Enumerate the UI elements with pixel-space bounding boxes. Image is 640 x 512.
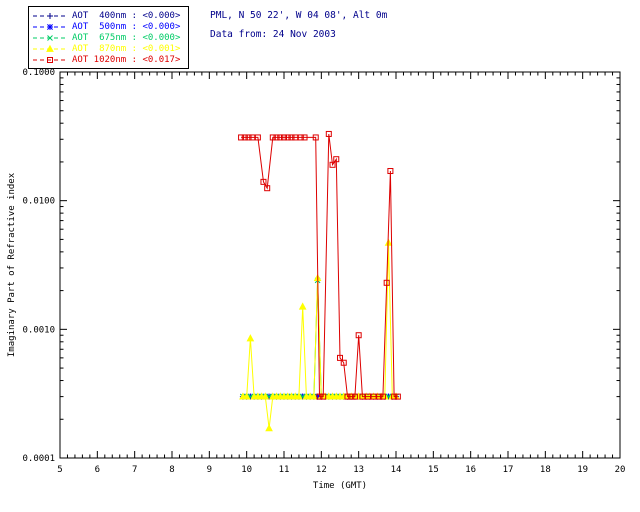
series-1020nm bbox=[238, 130, 401, 400]
x-tick-label: 16 bbox=[465, 465, 476, 475]
x-tick-label: 10 bbox=[241, 465, 252, 475]
x-tick-label: 20 bbox=[615, 465, 626, 475]
x-tick-label: 11 bbox=[279, 465, 290, 475]
y-axis-title: Imaginary Part of Refractive index bbox=[7, 172, 17, 357]
x-tick-label: 8 bbox=[169, 465, 174, 475]
legend-line-sample bbox=[33, 56, 67, 63]
x-tick-label: 19 bbox=[577, 465, 588, 475]
legend-label: AOT 1020nm : <0.017> bbox=[72, 54, 181, 65]
x-tick-label: 13 bbox=[353, 465, 364, 475]
y-tick-label: 0.0100 bbox=[22, 197, 55, 207]
x-axis-title: Time (GMT) bbox=[313, 481, 367, 491]
y-tick-label: 0.0001 bbox=[22, 454, 55, 464]
series-870nm bbox=[239, 238, 400, 432]
x-tick-label: 12 bbox=[316, 465, 327, 475]
legend-item-400nm: AOT 400nm : <0.000> bbox=[32, 10, 180, 21]
legend-line-sample bbox=[33, 23, 67, 30]
x-tick-label: 15 bbox=[428, 465, 439, 475]
x-tick-label: 7 bbox=[132, 465, 137, 475]
x-tick-label: 6 bbox=[95, 465, 100, 475]
legend-item-870nm: AOT 870nm : <0.001> bbox=[32, 43, 180, 54]
x-tick-label: 18 bbox=[540, 465, 551, 475]
y-tick-label: 0.1000 bbox=[22, 68, 55, 78]
legend-line-sample bbox=[33, 34, 67, 41]
x-tick-label: 17 bbox=[503, 465, 514, 475]
legend-label: AOT 870nm : <0.001> bbox=[72, 43, 181, 54]
legend-label: AOT 500nm : <0.000> bbox=[72, 21, 181, 32]
x-tick-label: 14 bbox=[391, 465, 402, 475]
legend-line-sample bbox=[33, 44, 67, 52]
site-location-text: PML, N 50 22', W 04 08', Alt 0m bbox=[210, 10, 388, 21]
legend-label: AOT 400nm : <0.000> bbox=[72, 10, 181, 21]
header: PML, N 50 22', W 04 08', Alt 0m Data fro… bbox=[210, 6, 387, 44]
axes bbox=[59, 71, 621, 459]
y-tick-label: 0.0010 bbox=[22, 325, 55, 335]
legend-line-sample bbox=[33, 12, 67, 19]
data-date-text: Data from: 24 Nov 2003 bbox=[210, 29, 336, 40]
legend-label: AOT 675nm : <0.000> bbox=[72, 32, 181, 43]
x-tick-label: 9 bbox=[207, 465, 212, 475]
x-tick-label: 5 bbox=[57, 465, 62, 475]
axis-labels: 5 6 7 8 9 10 11 12 13 14 15 16 17 18 19 20 0.0001 0.0010 0… bbox=[7, 68, 625, 491]
legend-item-500nm: AOT 500nm : <0.000> bbox=[32, 21, 180, 32]
legend: AOT 400nm : <0.000> AOT 500nm : <0.000> AO… bbox=[28, 6, 190, 69]
legend-item-1020nm: AOT 1020nm : <0.017> bbox=[32, 54, 180, 65]
legend-item-675nm: AOT 675nm : <0.000> bbox=[32, 32, 180, 43]
